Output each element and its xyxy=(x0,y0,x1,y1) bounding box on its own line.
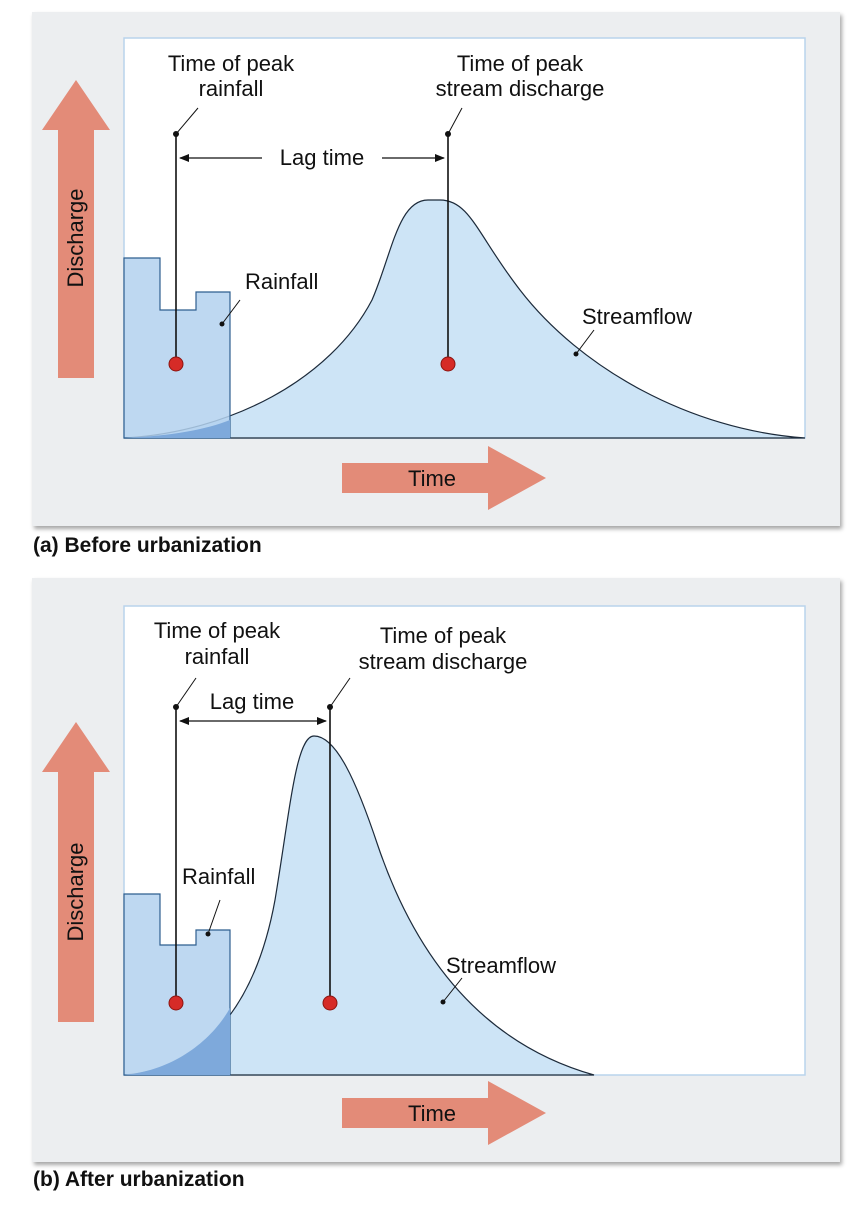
label-peak-discharge-a-line1: Time of peak xyxy=(457,51,584,76)
axis-label-time-b: Time xyxy=(408,1101,456,1126)
caption-after-urbanization: (b) After urbanization xyxy=(33,1168,245,1191)
label-streamflow-b: Streamflow xyxy=(446,953,556,978)
label-peak-discharge-b-line1: Time of peak xyxy=(380,623,507,648)
rainfall-bars-a xyxy=(123,257,231,439)
label-peak-rainfall-a-line1: Time of peak xyxy=(168,51,295,76)
panel-a-diagram: Time of peak rainfall Time of peak strea… xyxy=(42,37,806,510)
streamflow-curve-b xyxy=(123,735,595,1076)
peak-dot-icon xyxy=(168,995,184,1011)
axis-label-discharge-a: Discharge xyxy=(63,188,88,287)
label-lag-time-b: Lag time xyxy=(210,689,294,714)
peak-dot-icon xyxy=(168,356,184,372)
label-peak-rainfall-b-line2: rainfall xyxy=(185,644,250,669)
time-right-arrow-icon: Time xyxy=(342,1081,546,1145)
discharge-up-arrow-icon: Discharge xyxy=(42,722,110,1022)
caption-before-urbanization: (a) Before urbanization xyxy=(33,534,262,557)
label-peak-rainfall-a-line2: rainfall xyxy=(199,76,264,101)
rainfall-streamflow-overlap-a xyxy=(124,420,230,438)
streamflow-curve-a xyxy=(123,199,806,439)
peak-dot-icon xyxy=(440,356,456,372)
label-peak-discharge-b-line2: stream discharge xyxy=(359,649,528,674)
time-right-arrow-icon: Time xyxy=(342,446,546,510)
label-peak-discharge-a-line2: stream discharge xyxy=(436,76,605,101)
axis-label-discharge-b: Discharge xyxy=(63,842,88,941)
discharge-up-arrow-icon: Discharge xyxy=(42,80,110,378)
label-rainfall-a: Rainfall xyxy=(245,269,318,294)
label-streamflow-a: Streamflow xyxy=(582,304,692,329)
panel-b-diagram: Time of peak rainfall Time of peak strea… xyxy=(42,605,806,1145)
peak-dot-icon xyxy=(322,995,338,1011)
label-rainfall-b: Rainfall xyxy=(182,864,255,889)
label-peak-rainfall-b-line1: Time of peak xyxy=(154,618,281,643)
label-lag-time-a: Lag time xyxy=(280,145,364,170)
rainfall-streamflow-overlap-b xyxy=(124,1008,230,1075)
axis-label-time-a: Time xyxy=(408,466,456,491)
